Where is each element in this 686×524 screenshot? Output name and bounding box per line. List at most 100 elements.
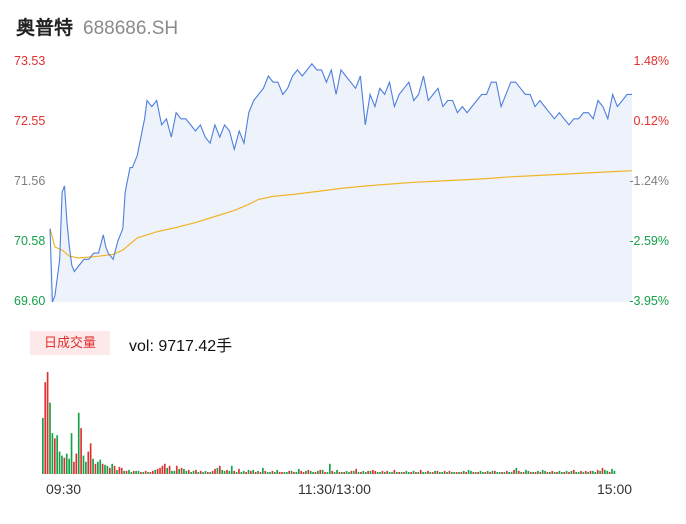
volume-bar (556, 472, 558, 474)
volume-bar (202, 472, 204, 474)
volume-bar (266, 472, 269, 474)
volume-bar (56, 435, 59, 474)
volume-bar (525, 469, 527, 474)
volume-bar (269, 472, 271, 474)
volume-bar (281, 472, 283, 474)
volume-bar (422, 472, 424, 474)
volume-bar (510, 472, 513, 474)
volume-value: vol: 9717.42手 (129, 338, 233, 355)
volume-bar (307, 469, 310, 474)
volume-bar (568, 472, 570, 474)
volume-bar (49, 402, 51, 474)
volume-bar (427, 470, 429, 474)
volume-bar (467, 469, 470, 474)
volume-bar (321, 469, 324, 474)
volume-bar (553, 472, 556, 474)
volume-bar (192, 470, 195, 474)
volume-bar (240, 472, 243, 474)
volume-bar (168, 465, 171, 474)
volume-bar (61, 455, 63, 474)
price-line (49, 62, 632, 303)
volume-bar (180, 467, 183, 474)
volume-bar (343, 472, 346, 474)
volume-bar (338, 472, 341, 474)
volume-bar (221, 469, 224, 474)
volume-bar (527, 470, 530, 474)
volume-bar (226, 469, 228, 474)
volume-bar (166, 467, 169, 474)
volume-bar (216, 467, 219, 474)
volume-bar (563, 472, 566, 474)
volume-bar (570, 470, 573, 474)
volume-bar (348, 472, 350, 474)
volume-bar (101, 463, 104, 474)
volume-bar (541, 469, 544, 474)
volume-bar (388, 472, 391, 474)
volume-bar (46, 372, 49, 474)
volume-bar (577, 472, 580, 474)
volume-bar (446, 472, 448, 474)
volume-bar (317, 470, 319, 474)
volume-bar (604, 469, 606, 474)
volume-bar (369, 470, 372, 474)
volume-bar (491, 470, 494, 474)
volume-bar (183, 468, 185, 474)
volume-bar (386, 470, 389, 474)
volume-bar (565, 470, 568, 474)
volume-bar (288, 470, 291, 474)
volume-bar (195, 469, 197, 474)
x-label-midday: 11:30/13:00 (298, 481, 371, 497)
volume-bar (367, 470, 369, 474)
volume-bar (89, 443, 92, 474)
volume-bar (309, 470, 312, 474)
volume-bar (329, 463, 331, 474)
volume-bar (352, 470, 355, 474)
volume-bar (128, 469, 130, 474)
volume-bar (424, 472, 427, 474)
volume-bar (501, 472, 503, 474)
volume-bar (154, 469, 157, 474)
volume-bar (613, 470, 616, 474)
volume-bar (252, 469, 255, 474)
volume-bar (197, 472, 200, 474)
volume-bar (314, 472, 317, 474)
volume-bar (58, 451, 61, 474)
volume-bar (601, 467, 604, 474)
volume-tag: 日成交量 (30, 331, 110, 355)
volume-bar (163, 463, 166, 474)
volume-bar (171, 470, 173, 474)
pct-tick-1: 1.48% (633, 54, 669, 68)
price-tick-5: 69.60 (14, 294, 46, 308)
volume-bar (450, 472, 453, 474)
volume-bar (376, 472, 379, 474)
volume-bar (398, 472, 401, 474)
x-label-open: 09:30 (46, 481, 82, 497)
volume-bar (599, 470, 601, 474)
volume-bar (108, 467, 111, 474)
volume-bar (97, 461, 99, 474)
volume-bar (140, 472, 142, 474)
volume-bar (319, 469, 322, 474)
volume-bar (608, 472, 611, 474)
volume-bar (250, 470, 252, 474)
volume-bar (355, 468, 357, 474)
volume-bar (592, 470, 594, 474)
volume-bar (75, 453, 78, 474)
volume-bar (207, 472, 209, 474)
volume-bar (584, 470, 587, 474)
volume-bar (410, 472, 412, 474)
volume-bar (111, 463, 114, 474)
volume-bar (147, 472, 149, 474)
volume-bar (336, 469, 338, 474)
volume-bar (283, 472, 286, 474)
volume-bar (273, 472, 276, 474)
volume-bar (391, 472, 393, 474)
volume-bar (259, 472, 262, 474)
volume-bar (278, 472, 281, 474)
volume-bar (242, 470, 245, 474)
volume-bar (257, 470, 259, 474)
pct-tick-3: -1.24% (629, 174, 669, 188)
volume-bar (407, 472, 410, 474)
volume-bar (372, 469, 374, 474)
